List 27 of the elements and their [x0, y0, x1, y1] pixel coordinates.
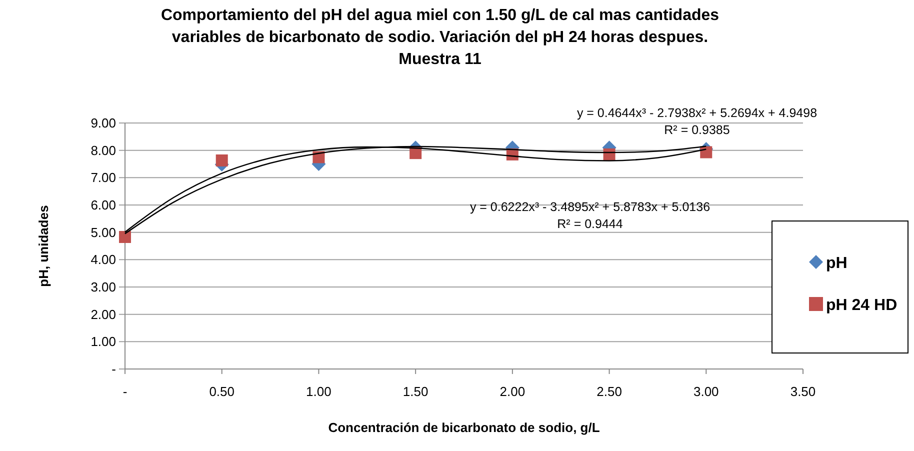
y-tick-label: 6.00 [90, 198, 116, 212]
y-tick-label: 5.00 [90, 224, 116, 240]
x-tick-label: 0.50 [209, 384, 235, 399]
chart-title: Comportamiento del pH del agua miel con 1.50 g/L de cal mas cantidades variables de bicarbonato de sodio. Variación del pH 24 horas despues. Muestra 11 [160, 7, 720, 68]
x-tick-label: 2.50 [596, 384, 622, 399]
y-tick-label: 9.00 [90, 116, 116, 130]
y-tick-label: 3.00 [90, 280, 116, 294]
x-tick-label: - [122, 384, 128, 399]
x-tick-label: 2.00 [500, 384, 526, 399]
x-tick-label: 3.50 [790, 384, 816, 399]
y-tick-label: - [112, 362, 116, 376]
x-axis-title: Concentración de bicarbonato de sodio, g/L [328, 420, 600, 435]
annotation: y = 0.6222x³ - 3.4895x² + 5.8783x + 5.0136 [470, 200, 710, 214]
y-tick-label: 7.00 [90, 170, 116, 186]
text: y = 0.4644x³ - 2.7938x² + 5.2694x + 4.9498 [576, 106, 818, 120]
annotation: R² = 0.9385 [664, 123, 730, 137]
legend-label: pH [826, 255, 848, 272]
legend-label: pH 24 HD [826, 297, 898, 314]
annotation: R² = 0.9444 [557, 217, 623, 231]
y-tick-label: 2.00 [90, 306, 116, 322]
x-tick-label: 3.00 [693, 384, 719, 399]
y-tick-label: 8.00 [90, 142, 116, 158]
x-tick-label: 1.50 [402, 384, 428, 399]
y-axis-title: pH, unidades [36, 205, 51, 287]
y-tick-label: 1.00 [90, 334, 116, 350]
x-tick-label: 1.00 [306, 384, 332, 399]
y-tick-label: 4.00 [90, 252, 116, 268]
